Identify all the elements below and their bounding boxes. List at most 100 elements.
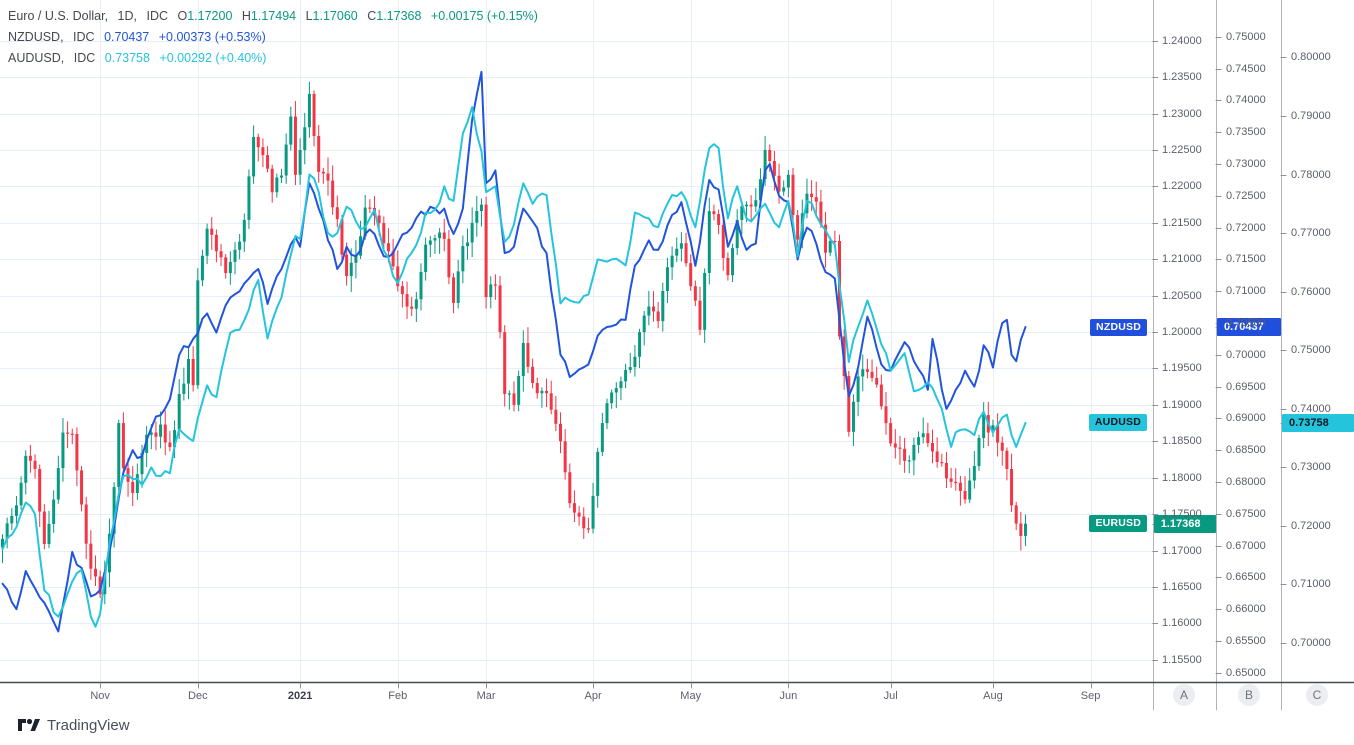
time-axis-label: Dec	[188, 690, 208, 702]
price-tick-label: 1.17000	[1162, 544, 1202, 557]
scale-b-badge[interactable]: B	[1238, 684, 1260, 706]
ohlc-close-label: C	[367, 9, 377, 23]
price-scale-c[interactable]: 0.80000 0.79000 0.78000 0.77000 0.76000 0.750…	[1282, 0, 1354, 710]
compare-exchange: IDC	[73, 30, 95, 44]
legend: Euro / U.S. Dollar, 1D, IDC O1.17200 H1.…	[8, 6, 538, 69]
watermark-text: TradingView	[47, 716, 130, 734]
price-tick-label: 0.80000	[1291, 51, 1331, 64]
time-axis[interactable]: Nov Dec 2021 Feb Mar Apr May Jun Jul Aug Sep	[0, 683, 1152, 710]
price-tick-label: 1.23500	[1162, 71, 1202, 84]
price-tick-label: 1.18500	[1162, 435, 1202, 448]
time-axis-label: Jun	[779, 690, 798, 702]
time-axis-label: 2021	[287, 690, 313, 702]
time-axis-label: May	[680, 690, 702, 702]
price-tick-label: 0.74500	[1226, 62, 1266, 75]
compare-symbol: AUDUSD,	[8, 51, 65, 65]
time-axis-label: Jul	[883, 690, 898, 702]
price-tick-label: 0.70500	[1226, 317, 1266, 330]
price-tick-label: 1.16000	[1162, 617, 1202, 630]
price-tick-label: 0.69500	[1226, 380, 1266, 393]
ohlc-open-label: O	[177, 9, 188, 23]
price-tick-label: 1.15500	[1162, 653, 1202, 666]
price-tick-label: 0.72000	[1291, 519, 1331, 532]
ohlc-high-label: H	[241, 9, 251, 23]
price-tick-label: 0.72000	[1226, 221, 1266, 234]
price-tick-label: 0.67500	[1226, 507, 1266, 520]
change-value: +0.00175 (+0.15%)	[430, 9, 538, 23]
compare-value: 0.73758	[104, 51, 150, 65]
symbol-interval: 1D,	[117, 9, 137, 23]
symbol-exchange: IDC	[146, 9, 168, 23]
price-tick-label: 0.73500	[1226, 126, 1266, 139]
price-tick-label: 0.75000	[1291, 344, 1331, 357]
price-tick-label: 0.75000	[1226, 30, 1266, 43]
price-tick-label: 1.22000	[1162, 180, 1202, 193]
time-axis-label: Sep	[1080, 690, 1101, 702]
price-tick-label: 0.77000	[1291, 227, 1331, 240]
time-axis-label: Aug	[983, 690, 1003, 702]
legend-compare-row-audusd[interactable]: AUDUSD, IDC 0.73758 +0.00292 (+0.40%)	[8, 48, 538, 69]
price-tick-label: 0.70000	[1226, 348, 1266, 361]
audusd-axis-price-badge: 0.73758	[1282, 413, 1354, 432]
price-tick-label: 0.69000	[1226, 412, 1266, 425]
legend-compare-row-nzdusd[interactable]: NZDUSD, IDC 0.70437 +0.00373 (+0.53%)	[8, 27, 538, 48]
tradingview-attribution[interactable]: TradingView	[18, 716, 130, 734]
ohlc-low-value: 1.17060	[312, 9, 358, 23]
price-tick-label: 1.17500	[1162, 508, 1202, 521]
price-tick-label: 0.67000	[1226, 539, 1266, 552]
scale-a-badge[interactable]: A	[1173, 684, 1195, 706]
tradingview-logo-icon	[18, 718, 40, 731]
price-tick-label: 1.19000	[1162, 398, 1202, 411]
price-tick-label: 1.18000	[1162, 471, 1202, 484]
price-tick-label: 1.16500	[1162, 580, 1202, 593]
price-tick-label: 1.21500	[1162, 216, 1202, 229]
price-tick-label: 0.79000	[1291, 109, 1331, 122]
price-tick-label: 1.19500	[1162, 362, 1202, 375]
time-axis-label: Apr	[584, 690, 602, 702]
price-tick-label: 0.65500	[1226, 634, 1266, 647]
price-tick-label: 0.66000	[1226, 603, 1266, 616]
price-tick-label: 0.71500	[1226, 253, 1266, 266]
price-tick-label: 1.20500	[1162, 289, 1202, 302]
price-tick-label: 1.23000	[1162, 107, 1202, 120]
price-tick-label: 1.22500	[1162, 144, 1202, 156]
compare-change: +0.00292 (+0.40%)	[159, 51, 267, 65]
price-tick-label: 0.78000	[1291, 168, 1331, 181]
ohlc-high-value: 1.17494	[250, 9, 297, 23]
price-tick-label: 0.76000	[1291, 285, 1331, 298]
time-axis-label: Feb	[388, 690, 408, 702]
price-tick-label: 0.65000	[1226, 666, 1266, 679]
price-tick-label: 1.24000	[1162, 34, 1202, 47]
price-tick-label: 0.74000	[1226, 94, 1266, 107]
price-scale-b[interactable]: 0.75000 0.74500 0.74000 0.73500 0.73000 0.725…	[1217, 0, 1281, 710]
eurusd-price-flag[interactable]: EURUSD	[1089, 515, 1147, 533]
price-tick-label: 0.71000	[1226, 285, 1266, 298]
price-tick-label: 0.71000	[1291, 578, 1331, 591]
time-axis-label: Nov	[90, 690, 110, 702]
price-tick-label: 0.68500	[1226, 444, 1266, 457]
price-tick-label: 0.70000	[1291, 637, 1331, 650]
price-tick-label: 0.72500	[1226, 189, 1266, 202]
ohlc-low-label: L	[305, 9, 313, 23]
compare-change: +0.00373 (+0.53%)	[158, 30, 266, 44]
price-tick-label: 0.73000	[1291, 461, 1331, 474]
price-tick-label: 1.21000	[1162, 253, 1202, 266]
price-tick-label: 0.68000	[1226, 475, 1266, 488]
audusd-price-flag[interactable]: AUDUSD	[1088, 414, 1147, 432]
price-tick-label: 0.66500	[1226, 571, 1266, 584]
symbol-title: Euro / U.S. Dollar,	[8, 9, 109, 23]
price-tick-label: 1.20000	[1162, 326, 1202, 339]
compare-symbol: NZDUSD,	[8, 30, 64, 44]
time-axis-label: Mar	[476, 690, 496, 702]
nzdusd-price-flag[interactable]: NZDUSD	[1090, 318, 1147, 336]
legend-main-row[interactable]: Euro / U.S. Dollar, 1D, IDC O1.17200 H1.…	[8, 6, 538, 27]
eurusd-axis-price-badge: 1.17368	[1153, 514, 1216, 533]
price-tick-label: 0.73000	[1226, 158, 1266, 171]
nzdusd-axis-price-badge: 0.70437	[1217, 318, 1281, 337]
price-tick-label: 0.74000	[1291, 402, 1331, 415]
scale-c-badge[interactable]: C	[1306, 684, 1328, 706]
price-scale-a[interactable]: 1.24000 1.23500 1.23000 1.22500 1.22000 1.215…	[1153, 0, 1216, 710]
compare-exchange: IDC	[73, 51, 96, 65]
